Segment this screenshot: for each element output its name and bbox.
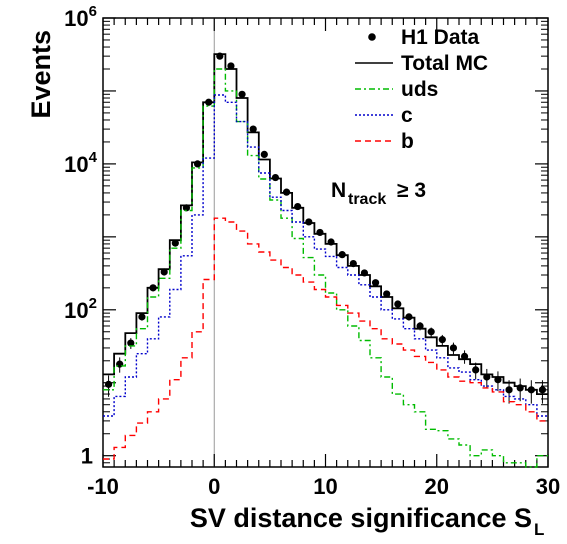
step-line-uds [103, 68, 548, 468]
x-tick-label: 20 [425, 474, 449, 499]
legend-label: Total MC [401, 52, 488, 75]
x-tick-label: -10 [87, 474, 119, 499]
data-point [238, 90, 246, 98]
legend-label: uds [401, 78, 438, 101]
x-axis-title-main: SV distance significance S [190, 503, 532, 533]
data-point [171, 239, 179, 247]
annotation-relation: ≥ 3 [397, 179, 426, 202]
data-point [371, 279, 380, 287]
data-point [249, 125, 257, 133]
step-line-b [103, 217, 548, 460]
data-point [449, 344, 458, 352]
data-point [383, 290, 391, 298]
data-point [460, 352, 469, 360]
data-point [505, 386, 513, 394]
legend-item-uds: uds [355, 78, 438, 101]
x-tick-label: 0 [208, 474, 220, 499]
legend-item-c: c [355, 104, 413, 127]
data-point [394, 300, 402, 308]
data-point [305, 218, 313, 226]
legend-label: H1 Data [401, 26, 480, 49]
x-tick-label: 30 [536, 474, 560, 499]
annotation-subscript: track [348, 191, 386, 208]
y-tick-label: 106 [64, 3, 97, 31]
legend-marker [368, 33, 376, 41]
series-c [103, 94, 548, 417]
data-point [104, 380, 113, 388]
data-point [416, 322, 424, 330]
y-tick-label: 102 [64, 295, 97, 323]
track-cut-annotation: N track ≥ 3 [331, 179, 426, 208]
series-total-mc [103, 53, 548, 395]
data-point [427, 328, 435, 336]
x-axis-title-subscript: L [534, 520, 544, 539]
data-point [116, 360, 124, 368]
legend-item-h1-data: H1 Data [368, 26, 480, 49]
data-point [294, 202, 302, 211]
x-tick-label: 10 [313, 474, 337, 499]
data-point [494, 376, 502, 384]
legend-item-total-mc: Total MC [355, 52, 488, 75]
data-point [138, 313, 146, 321]
legend: H1 Data Total MC uds cb [355, 26, 488, 153]
data-series [103, 52, 548, 468]
step-line-c [103, 94, 548, 417]
axes: -10 0 10 20 30 1 102 104 106 [64, 3, 560, 499]
series-uds [103, 68, 548, 468]
data-point [472, 366, 480, 374]
data-point [438, 336, 446, 344]
data-point [538, 386, 547, 394]
legend-item-b: b [355, 130, 414, 153]
data-point [193, 160, 202, 168]
data-point [271, 173, 280, 182]
data-point [127, 339, 135, 347]
series-h1-data [104, 52, 547, 404]
data-point [160, 268, 168, 276]
legend-label: c [401, 104, 413, 127]
x-axis-title: SV distance significance S [190, 503, 532, 533]
y-axis-title: Events [26, 30, 56, 119]
data-point [227, 62, 235, 70]
annotation-main: N [331, 179, 346, 202]
legend-label: b [401, 130, 414, 153]
data-point [316, 228, 324, 237]
step-line-total-mc [103, 53, 548, 395]
y-tick-label: 104 [64, 149, 97, 177]
data-point [260, 150, 268, 158]
y-tick-label: 1 [81, 444, 93, 469]
series-b [103, 217, 548, 460]
